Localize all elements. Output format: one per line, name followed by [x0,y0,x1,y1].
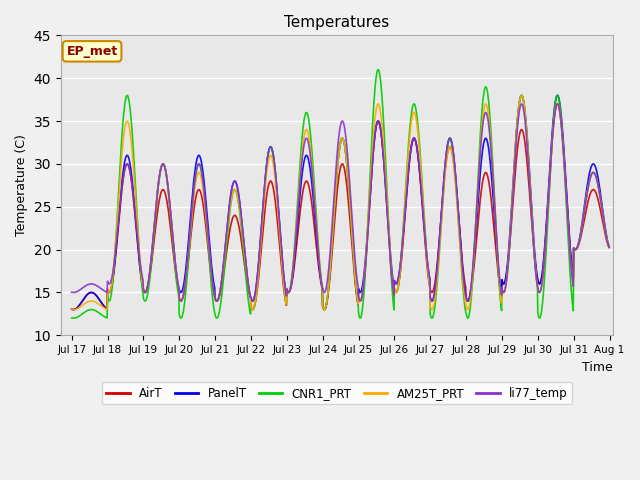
Title: Temperatures: Temperatures [284,15,390,30]
X-axis label: Time: Time [582,360,613,373]
Y-axis label: Temperature (C): Temperature (C) [15,134,28,236]
Legend: AirT, PanelT, CNR1_PRT, AM25T_PRT, li77_temp: AirT, PanelT, CNR1_PRT, AM25T_PRT, li77_… [102,382,572,404]
Text: EP_met: EP_met [67,45,118,58]
